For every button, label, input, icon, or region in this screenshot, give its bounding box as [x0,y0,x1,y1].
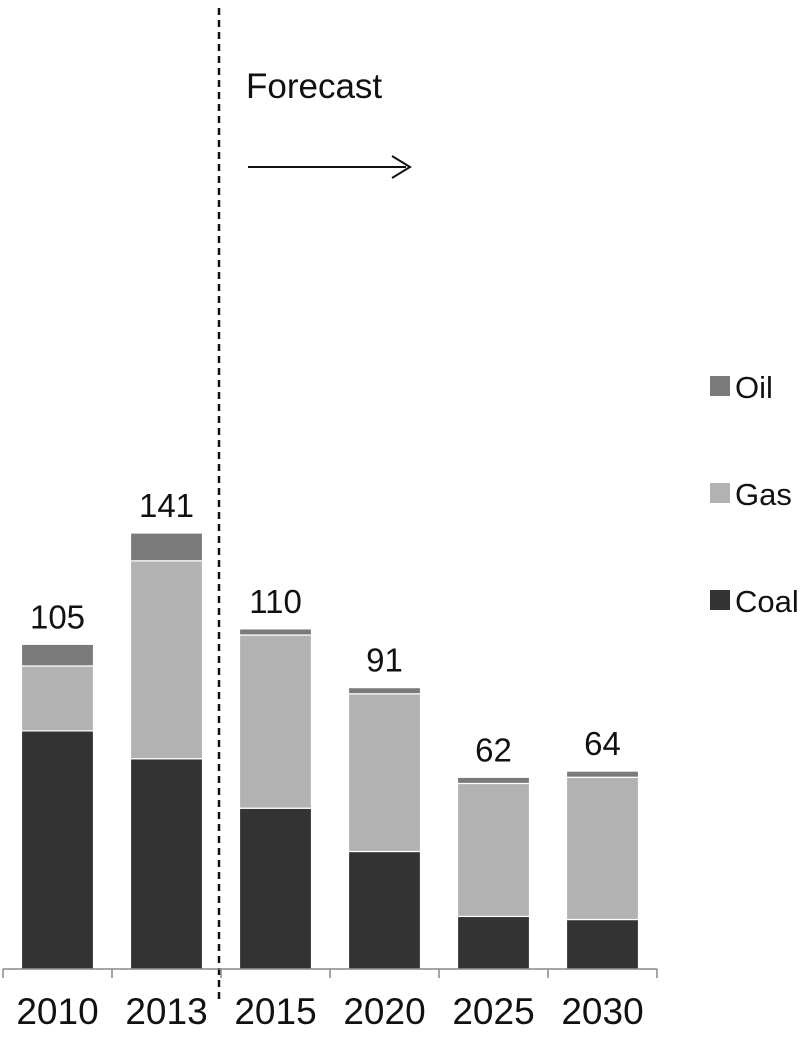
bar-segment-oil-2010 [20,643,95,667]
bar-segment-gas-2010 [20,665,95,732]
legend: Oil Gas Coal [710,370,799,619]
bar-segment-gas-2020 [347,693,422,853]
legend-label-gas: Gas [735,477,792,512]
bar-segment-gas-2015 [238,634,313,809]
legend-label-oil: Oil [735,370,773,405]
total-label-2010: 105 [30,598,85,635]
forecast-label: Forecast [246,67,382,106]
legend-label-coal: Coal [735,584,799,619]
bars-layer [20,532,640,970]
legend-swatch-coal [710,590,730,610]
bar-segment-oil-2020 [347,687,422,695]
x-axis: 2010 2013 2015 2020 2025 2030 [2,968,658,1032]
x-tick-label-2025: 2025 [452,991,534,1032]
bar-segment-coal-2025 [456,915,531,970]
x-tick-label-2020: 2020 [343,991,425,1032]
total-label-2013: 141 [139,487,194,524]
bar-segment-gas-2030 [565,776,640,921]
x-tick-label-2013: 2013 [125,991,207,1032]
total-label-2030: 64 [584,725,621,762]
bar-segment-oil-2030 [565,770,640,778]
bar-segment-oil-2025 [456,776,531,785]
total-label-2025: 62 [475,731,512,768]
forecast-arrow-icon [248,155,412,179]
total-labels-layer: 105 141 110 91 62 64 [30,487,621,768]
legend-swatch-gas [710,483,730,503]
bar-segment-coal-2010 [20,730,95,970]
bar-segment-coal-2015 [238,807,313,970]
legend-swatch-oil [710,376,730,396]
x-tick-label-2015: 2015 [234,991,316,1032]
bar-segment-oil-2015 [238,628,313,636]
bar-segment-coal-2020 [347,850,422,970]
bar-segment-gas-2025 [456,782,531,918]
total-label-2015: 110 [249,583,302,620]
bar-segment-coal-2030 [565,918,640,970]
x-tick-label-2030: 2030 [561,991,643,1032]
bar-segment-oil-2013 [129,532,204,562]
bar-segment-gas-2013 [129,560,204,760]
bar-segment-coal-2013 [129,758,204,970]
total-label-2020: 91 [366,642,403,679]
x-tick-label-2010: 2010 [16,991,98,1032]
